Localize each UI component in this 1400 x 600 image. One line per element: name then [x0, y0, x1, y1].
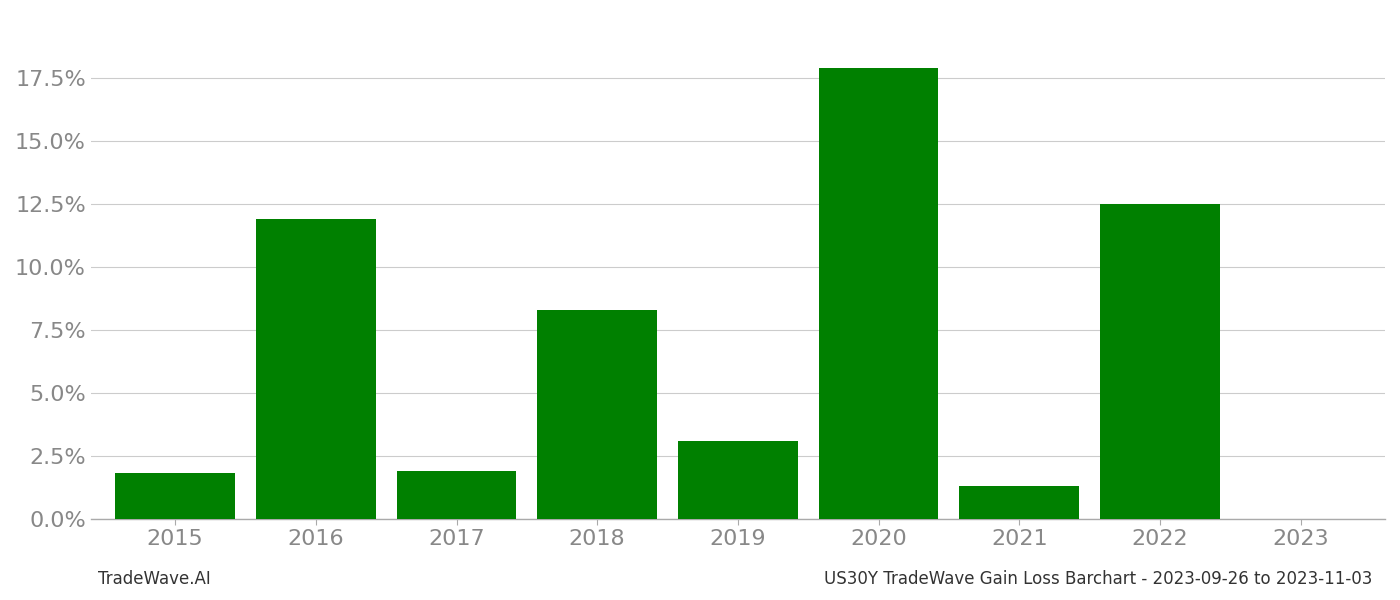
Bar — [678, 440, 798, 518]
Bar — [819, 68, 938, 518]
Bar — [115, 473, 235, 518]
Bar — [538, 310, 657, 518]
Bar — [396, 471, 517, 518]
Bar — [1100, 204, 1219, 518]
Bar — [959, 486, 1079, 518]
Text: US30Y TradeWave Gain Loss Barchart - 2023-09-26 to 2023-11-03: US30Y TradeWave Gain Loss Barchart - 202… — [823, 570, 1372, 588]
Bar — [256, 219, 375, 518]
Text: TradeWave.AI: TradeWave.AI — [98, 570, 211, 588]
